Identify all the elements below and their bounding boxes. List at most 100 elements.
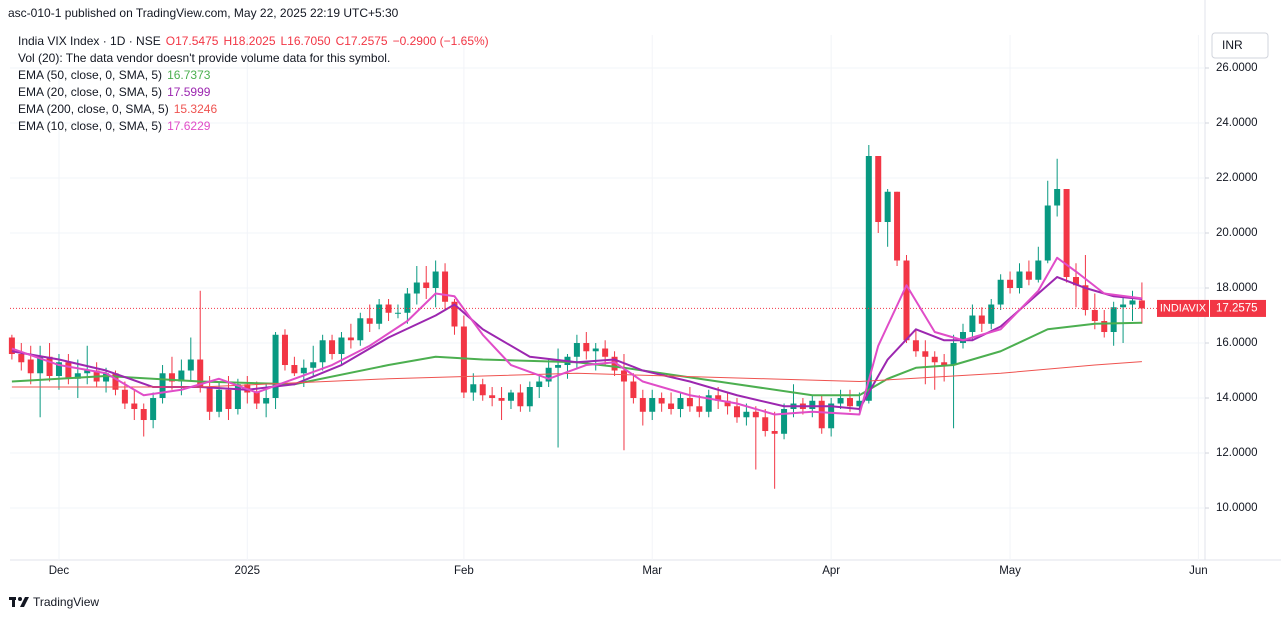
legend-name: EMA (10, close, 0, SMA, 5): [18, 119, 162, 133]
candle-body: [263, 398, 270, 404]
ohlc-value: H18.2025: [223, 34, 275, 48]
candle-body: [922, 351, 929, 357]
candle-body: [620, 370, 627, 382]
candle-body: [225, 389, 232, 410]
candle-body: [1063, 189, 1070, 278]
candle-body: [997, 279, 1004, 305]
candle-body: [206, 387, 213, 412]
candle-body: [159, 373, 166, 399]
candle-body: [1025, 271, 1032, 280]
candle-body: [310, 362, 317, 368]
x-tick-label: 2025: [235, 565, 261, 577]
candle-body: [470, 384, 477, 393]
legend-entry: EMA (200, close, 0, SMA, 5) 15.3246: [18, 102, 217, 116]
candle-body: [168, 373, 175, 382]
candle-body: [950, 343, 957, 366]
candle-body: [432, 271, 439, 289]
candle-body: [846, 398, 853, 407]
candle-body: [394, 312, 401, 314]
candle-body: [649, 398, 656, 412]
candle-body: [592, 348, 599, 352]
legend-value: 17.6229: [167, 119, 211, 133]
candle-body: [150, 398, 157, 421]
candle-body: [884, 191, 891, 223]
candle-body: [8, 337, 15, 355]
candle-body: [894, 191, 901, 261]
candle-body: [630, 381, 637, 399]
x-tick-label: May: [999, 565, 1021, 577]
candle-body: [1016, 271, 1023, 289]
candle-body: [1044, 205, 1051, 261]
candle-body: [121, 389, 128, 404]
candle-body: [423, 282, 430, 289]
ohlc-value: L16.7050: [281, 34, 331, 48]
candle-body: [988, 304, 995, 324]
candle-body: [818, 400, 825, 429]
candle-body: [828, 403, 835, 429]
candle-body: [131, 403, 138, 410]
x-tick-label: Dec: [49, 565, 70, 577]
candle-body: [715, 395, 722, 401]
candle-body: [234, 384, 241, 410]
legend-entry: EMA (10, close, 0, SMA, 5) 17.6229: [18, 119, 211, 133]
candle-body: [941, 362, 948, 366]
symbol-tag: INDIAVIX: [1160, 302, 1207, 314]
candle-body: [743, 411, 750, 418]
candle-body: [366, 318, 373, 324]
candle-body: [1091, 310, 1098, 322]
ohlc-value: O17.5475: [166, 34, 219, 48]
candle-body: [376, 304, 383, 324]
candle-body: [112, 373, 119, 390]
candle-body: [771, 431, 778, 434]
candle-body: [573, 343, 580, 357]
y-tick-label: 10.0000: [1216, 502, 1258, 514]
currency-box[interactable]: [1211, 32, 1269, 59]
candle-body: [413, 282, 420, 294]
candle-body: [216, 389, 223, 412]
candle-body: [978, 315, 985, 324]
candle-body: [875, 156, 882, 223]
y-tick-label: 20.0000: [1216, 227, 1258, 239]
candle-body: [865, 156, 872, 401]
candle-body: [602, 348, 609, 357]
candle-body: [696, 406, 703, 412]
candle-body: [781, 409, 788, 434]
candle-body: [37, 356, 44, 374]
brand-logo: [9, 597, 29, 607]
candle-body: [460, 326, 467, 393]
candle-body: [1082, 285, 1089, 311]
symbol-tag-bg: [1157, 299, 1209, 317]
candle-body: [733, 406, 740, 418]
candle-body: [762, 417, 769, 432]
candle-body: [74, 373, 81, 379]
candle-body: [103, 373, 110, 382]
candle-body: [338, 337, 345, 355]
y-tick-label: 16.0000: [1216, 337, 1258, 349]
legend-name: EMA (50, close, 0, SMA, 5): [18, 68, 162, 82]
candle-body: [300, 367, 307, 374]
candle-body: [526, 387, 533, 407]
candle-body: [1129, 300, 1136, 305]
candle-body: [498, 398, 505, 401]
candle-body: [319, 340, 326, 363]
candle-body: [705, 395, 712, 412]
legend-title: India VIX Index · 1D · NSE: [18, 34, 161, 48]
candle-body: [65, 362, 72, 379]
candle-body: [1007, 279, 1014, 289]
x-tick-label: Feb: [454, 565, 474, 577]
candle-body: [140, 409, 147, 421]
candle-body: [668, 403, 675, 410]
candle-body: [27, 359, 34, 374]
legend-value: 17.5999: [167, 85, 211, 99]
candle-body: [1035, 260, 1042, 280]
legend-entry: EMA (20, close, 0, SMA, 5) 17.5999: [18, 85, 211, 99]
candle-body: [178, 370, 185, 382]
candle-body: [451, 301, 458, 327]
volume-note: Vol (20): The data vendor doesn't provid…: [18, 51, 390, 65]
candle-body: [507, 392, 514, 401]
candle-body: [1101, 321, 1108, 333]
candle-body: [489, 395, 496, 399]
candle-body: [281, 334, 288, 366]
